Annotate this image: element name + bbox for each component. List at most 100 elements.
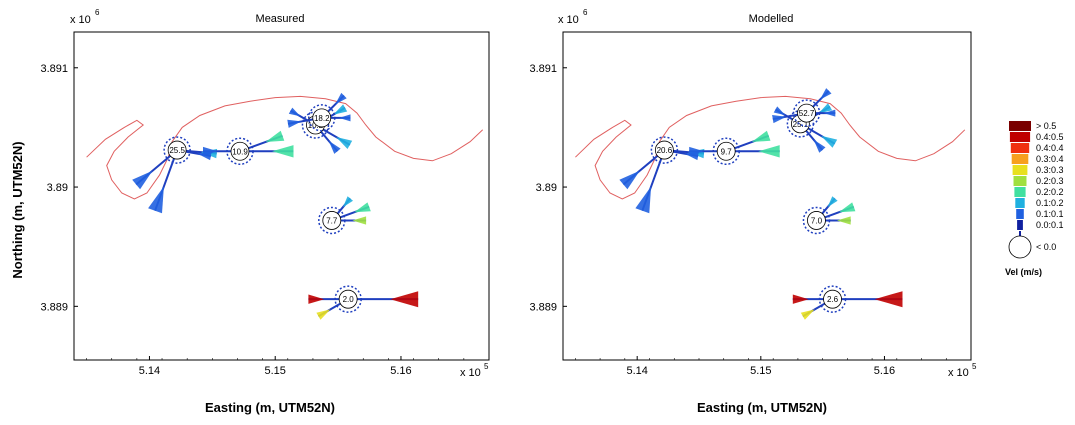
station-rose: 18.2 (287, 92, 351, 132)
rose-petal (751, 130, 771, 142)
rose-petal (823, 109, 836, 117)
rose-petal (287, 119, 302, 128)
station-calm-label: 10.9 (232, 147, 248, 156)
legend-calm-circle (1008, 235, 1032, 259)
rose-ring (226, 137, 254, 166)
x-tick-label: 5.14 (139, 365, 160, 377)
legend-label: 0.0:0.1 (1036, 220, 1064, 230)
x-axis-label-measured: Easting (m, UTM52N) (205, 400, 335, 415)
rose-petal (821, 135, 838, 148)
y-tick-label: 3.891 (40, 63, 68, 75)
rose-petal (132, 170, 153, 190)
legend-calm-label: < 0.0 (1036, 242, 1056, 252)
calm-circle (167, 140, 187, 160)
roses-measured: 25.5 10.9 10.218.2 7.7 2.0 (132, 92, 419, 320)
y-exponent-power: 6 (95, 8, 100, 17)
legend-title: Vel (m/s) (1005, 267, 1042, 277)
rose-petal (342, 196, 353, 208)
station-rose: 2.0 (308, 285, 419, 320)
rose-petal (813, 139, 826, 153)
station-calm-label: 7.7 (326, 216, 338, 225)
station-calm-label: 25.5 (169, 146, 185, 155)
rose-ring (802, 206, 831, 235)
y-exponent-power: 6 (583, 8, 588, 17)
legend-label: 0.3:0.4 (1036, 154, 1064, 164)
panel-modelled: Modelled x 10 6 x 10 5 Easting (m, UTM52… (529, 8, 977, 415)
rose-petal (837, 216, 851, 225)
rose-petal (335, 92, 347, 105)
rose-petal (819, 88, 832, 100)
y-tick-label: 3.89 (47, 182, 68, 194)
y-exponent-base: x 10 (70, 14, 91, 26)
panel-measured: Measured x 10 6 x 10 5 Easting (m, UTM52… (40, 8, 490, 415)
station-calm-label: 10.2 (308, 121, 324, 130)
legend-swatch (1014, 187, 1026, 197)
rose-petal (339, 114, 351, 122)
station-calm-label: 20.6 (657, 146, 673, 155)
ticks-modelled: 5.14 5.15 5.16 3.889 3.89 3.891 (529, 63, 947, 377)
rose-ring (712, 137, 740, 166)
legend-swatch (1011, 154, 1029, 164)
rose-petal (316, 309, 331, 320)
rose-petal (792, 294, 809, 304)
station-calm-label: 9.7 (721, 147, 733, 156)
legend-label: 0.4:0.5 (1036, 132, 1064, 142)
rose-petal (328, 140, 341, 154)
x-exponent-modelled: x 10 5 (948, 362, 977, 379)
rose-petal (288, 107, 301, 117)
rose-petal (818, 103, 833, 114)
rose-ring (650, 136, 679, 164)
legend-swatch (1016, 209, 1024, 219)
rose-ring (318, 206, 346, 235)
plot-frame-measured (73, 31, 490, 361)
calm-circle (823, 289, 842, 309)
rose-ring (334, 285, 362, 313)
rose-petal (874, 291, 903, 308)
y-exponent-base: x 10 (558, 14, 579, 26)
x-tick-label: 5.15 (265, 365, 286, 377)
station-rose: 52.7 (772, 88, 836, 127)
legend-swatch (1017, 220, 1023, 230)
calm-circle (654, 140, 674, 160)
panel-title-modelled: Modelled (749, 13, 794, 25)
y-tick-label: 3.891 (529, 63, 557, 75)
y-tick-label: 3.889 (529, 301, 557, 313)
velocity-legend: > 0.50.4:0.50.4:0.40.3:0.40.3:0.30.2:0.3… (1005, 121, 1064, 277)
x-exponent-power: 5 (972, 362, 977, 371)
legend-label: 0.3:0.3 (1036, 165, 1064, 175)
calm-circle (716, 141, 736, 161)
station-rose: 10.9 (203, 130, 294, 166)
station-calm-label: 7.0 (811, 216, 823, 225)
station-calm-label: 2.6 (827, 295, 839, 304)
rose-petal (689, 146, 704, 156)
rose-petal (773, 106, 786, 116)
y-exponent-modelled: x 10 6 (558, 8, 588, 26)
legend-swatch (1010, 143, 1030, 153)
rose-petal (684, 152, 699, 161)
rose-petal (390, 291, 419, 308)
legend-swatch (1012, 165, 1028, 175)
legend-swatch (1009, 132, 1031, 142)
rose-petal (333, 104, 348, 115)
roses-modelled: 20.6 9.7 25.1 52.7 7.0 2.6 (619, 88, 903, 320)
rose-petal (308, 294, 325, 304)
calm-circle (230, 141, 250, 161)
x-exponent-measured: x 10 5 (460, 362, 489, 379)
x-tick-label: 5.16 (874, 365, 895, 377)
coastline-modelled (575, 95, 966, 200)
rose-petal (354, 202, 371, 213)
calm-circle (338, 289, 358, 309)
y-exponent-measured: x 10 6 (70, 8, 100, 26)
rose-petal (772, 115, 787, 124)
station-calm-label: 52.7 (799, 109, 815, 118)
rose-ring (792, 99, 821, 127)
x-tick-label: 5.15 (750, 365, 771, 377)
x-exponent-base: x 10 (948, 367, 969, 379)
station-rose: 9.7 (689, 130, 780, 166)
y-tick-label: 3.889 (40, 301, 68, 313)
station-rose: 7.0 (802, 196, 856, 235)
legend-label: 0.1:0.2 (1036, 198, 1064, 208)
rose-petal (203, 146, 218, 156)
rose-petal (265, 130, 285, 142)
